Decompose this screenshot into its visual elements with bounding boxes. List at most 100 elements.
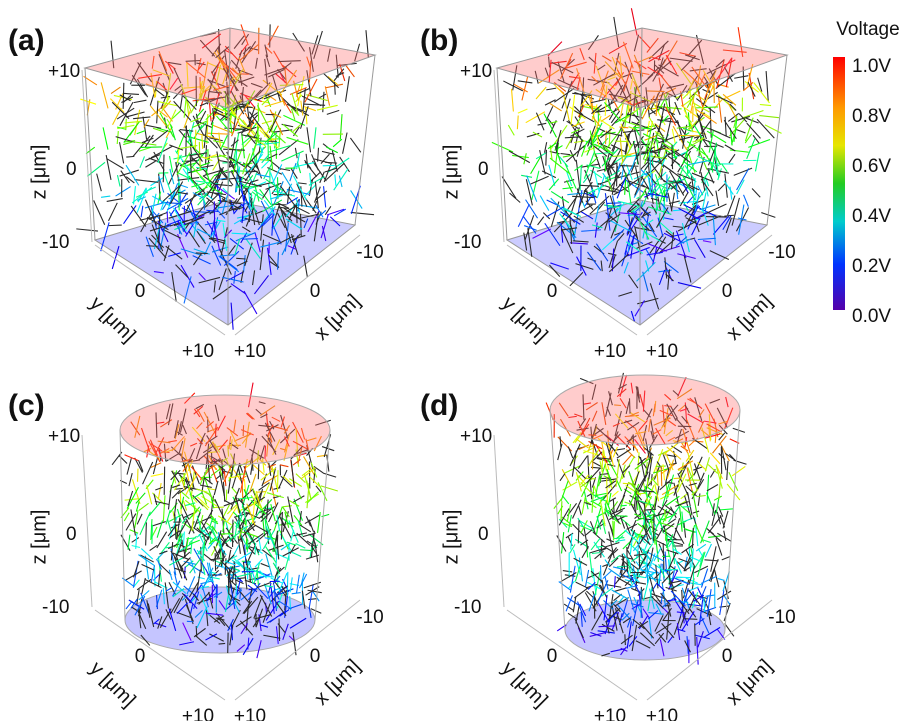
wire bbox=[202, 135, 203, 148]
wire bbox=[596, 546, 603, 547]
wire bbox=[766, 71, 768, 101]
wire bbox=[130, 530, 139, 534]
wire bbox=[705, 595, 714, 596]
panel-label: (d) bbox=[420, 389, 458, 422]
wire bbox=[327, 110, 339, 114]
wire bbox=[614, 576, 615, 588]
panel: (b)+100-10z [μm]0+10y [μm]-100+10x [μm] bbox=[420, 8, 796, 362]
wire bbox=[293, 459, 300, 465]
wire bbox=[625, 634, 626, 645]
wire bbox=[101, 82, 108, 108]
wire bbox=[684, 619, 698, 620]
wire bbox=[137, 514, 142, 525]
wire bbox=[596, 444, 607, 462]
wire bbox=[147, 485, 152, 504]
wire bbox=[214, 481, 218, 495]
wire bbox=[109, 225, 122, 226]
wire bbox=[701, 576, 717, 583]
wire bbox=[613, 499, 614, 513]
wire bbox=[609, 558, 618, 567]
wire bbox=[718, 184, 725, 191]
x-tick-label: -10 bbox=[768, 242, 795, 263]
wire bbox=[239, 497, 253, 499]
wire bbox=[536, 87, 546, 99]
wire bbox=[211, 125, 233, 134]
wire bbox=[251, 464, 253, 474]
wire bbox=[605, 576, 608, 589]
wire bbox=[718, 578, 725, 580]
wire bbox=[317, 455, 327, 457]
z-tick-label: -10 bbox=[454, 597, 481, 618]
wire bbox=[216, 184, 232, 185]
wire bbox=[297, 575, 300, 593]
wire bbox=[595, 154, 600, 169]
wire bbox=[106, 155, 111, 180]
wire bbox=[134, 100, 147, 102]
wire bbox=[617, 566, 628, 567]
y-tick-label: +10 bbox=[594, 706, 626, 721]
wire bbox=[562, 532, 564, 553]
wire bbox=[133, 117, 150, 119]
z-tick-label: +10 bbox=[460, 61, 492, 82]
y-axis-label: y [μm] bbox=[497, 657, 551, 711]
wire bbox=[200, 465, 209, 485]
wire bbox=[301, 101, 303, 116]
wire bbox=[613, 567, 626, 570]
wire bbox=[667, 447, 681, 459]
wire bbox=[296, 206, 297, 223]
wire bbox=[213, 141, 225, 143]
wire bbox=[702, 165, 713, 183]
wire bbox=[351, 212, 374, 214]
wire-group bbox=[492, 8, 787, 325]
wire bbox=[196, 253, 208, 254]
wire bbox=[128, 535, 130, 550]
wire bbox=[246, 105, 265, 113]
wire bbox=[117, 175, 120, 186]
wire bbox=[747, 138, 755, 158]
wire bbox=[324, 186, 326, 207]
wire bbox=[620, 166, 638, 167]
wire bbox=[201, 477, 212, 478]
wire bbox=[574, 588, 588, 598]
wire bbox=[168, 485, 171, 509]
wire bbox=[281, 476, 293, 487]
wire bbox=[675, 528, 684, 544]
wire bbox=[509, 193, 520, 203]
wire bbox=[174, 568, 185, 572]
wire bbox=[722, 164, 728, 172]
wire bbox=[280, 465, 288, 467]
wire bbox=[734, 76, 748, 79]
wire bbox=[575, 539, 587, 546]
wire bbox=[132, 538, 139, 543]
wire bbox=[321, 486, 338, 491]
wire bbox=[601, 539, 602, 557]
wire bbox=[681, 494, 687, 499]
wire bbox=[705, 544, 711, 557]
wire bbox=[614, 588, 627, 592]
wire bbox=[123, 93, 139, 94]
wire bbox=[727, 461, 728, 480]
wire bbox=[663, 464, 664, 480]
wire bbox=[150, 545, 158, 550]
wire bbox=[523, 216, 536, 233]
wire bbox=[124, 513, 129, 521]
wire bbox=[571, 534, 572, 550]
wire bbox=[295, 148, 297, 158]
wire bbox=[540, 196, 549, 211]
wire bbox=[242, 134, 245, 159]
wire bbox=[638, 452, 639, 471]
wire bbox=[752, 189, 760, 198]
wire bbox=[151, 474, 164, 477]
wire bbox=[155, 487, 163, 490]
wire bbox=[140, 156, 145, 167]
wire bbox=[325, 86, 329, 105]
wire bbox=[612, 590, 628, 599]
top-face bbox=[550, 375, 740, 445]
z-axis bbox=[82, 435, 92, 607]
wire bbox=[127, 458, 131, 474]
wire bbox=[108, 203, 117, 221]
wire bbox=[568, 447, 572, 458]
wire bbox=[223, 482, 224, 502]
y-tick-label: +10 bbox=[594, 341, 626, 362]
